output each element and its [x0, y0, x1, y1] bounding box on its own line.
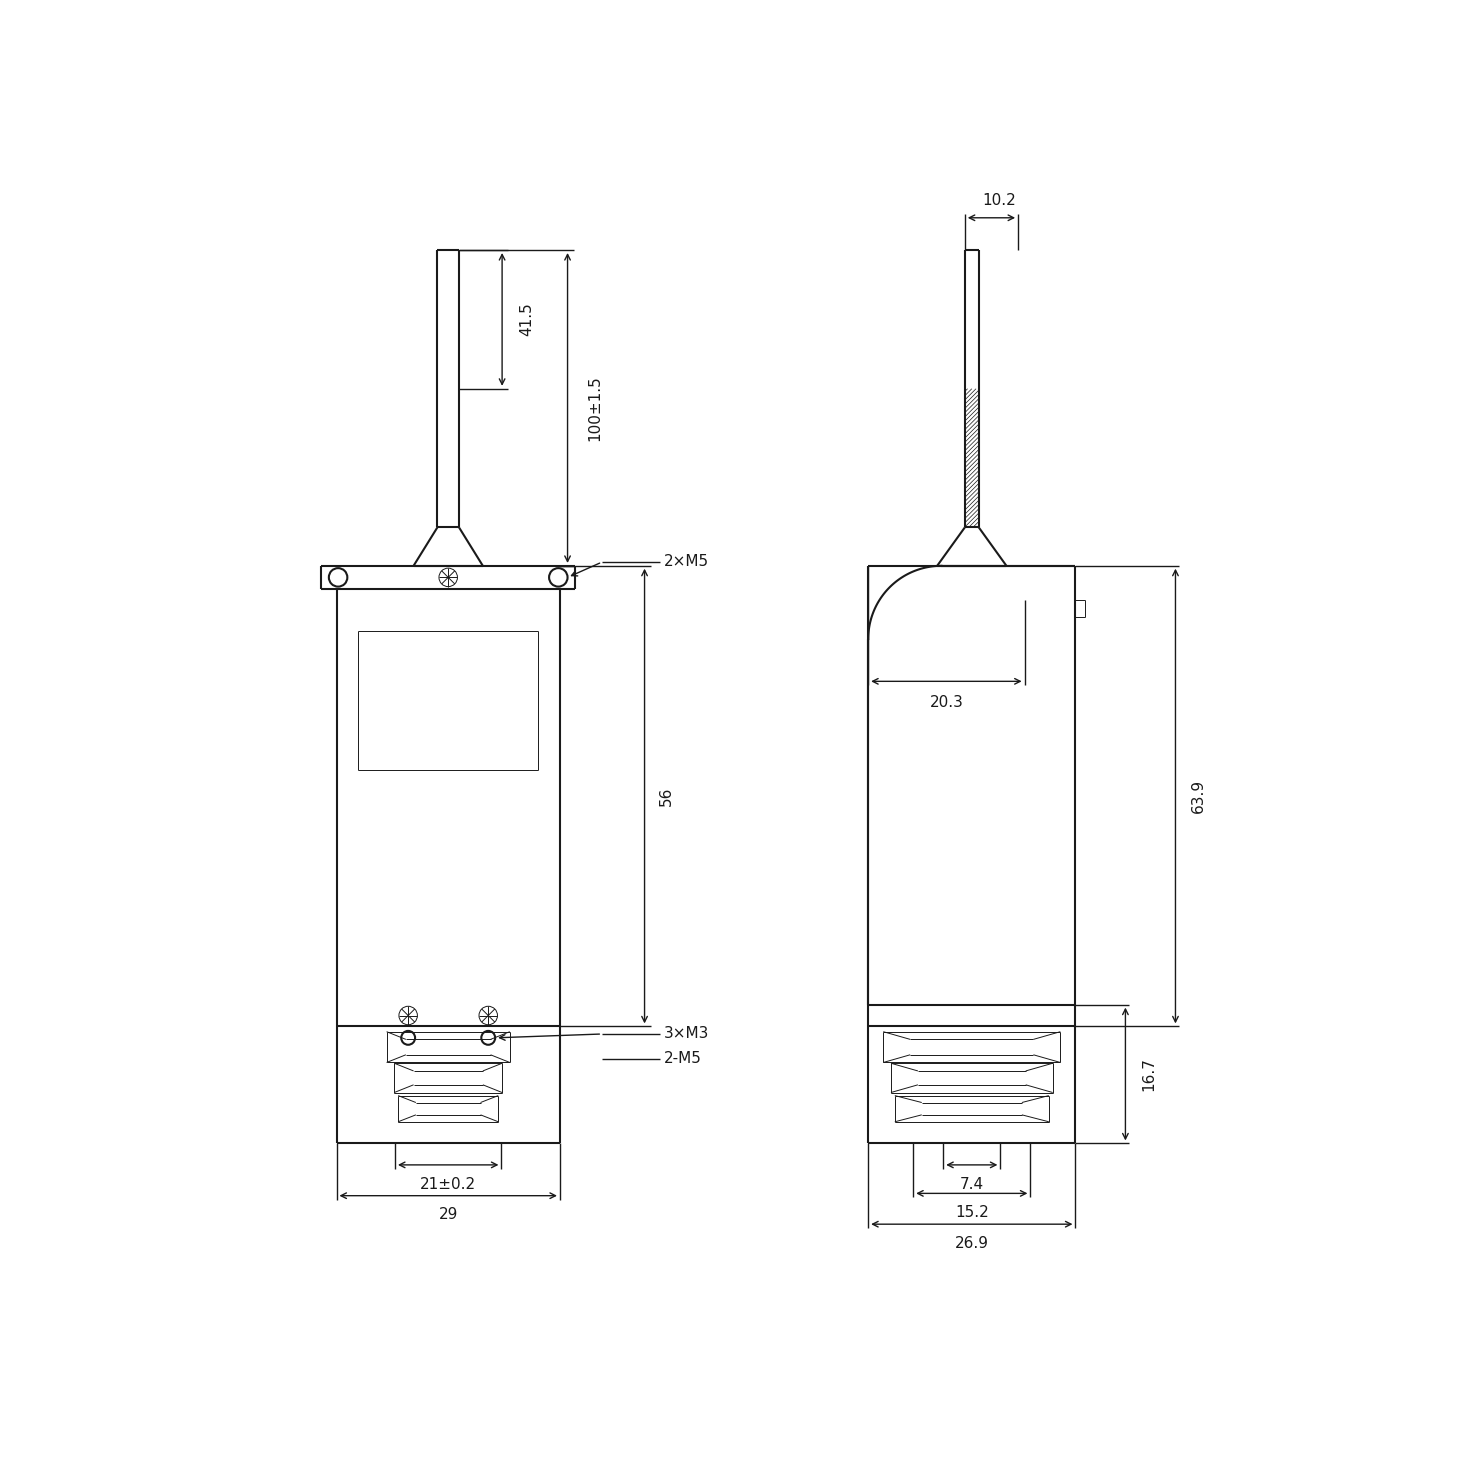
Text: 20.3: 20.3 — [930, 696, 963, 711]
Text: 2×M5: 2×M5 — [664, 554, 709, 570]
Text: 63.9: 63.9 — [1192, 779, 1206, 813]
Text: 26.9: 26.9 — [955, 1235, 988, 1251]
Text: 7.4: 7.4 — [959, 1177, 984, 1192]
Text: 29: 29 — [439, 1208, 458, 1222]
Text: 16.7: 16.7 — [1140, 1057, 1156, 1091]
Text: 100±1.5: 100±1.5 — [588, 376, 602, 442]
Text: 41.5: 41.5 — [519, 303, 534, 336]
Text: 15.2: 15.2 — [955, 1205, 988, 1221]
Text: 56: 56 — [658, 787, 674, 806]
Text: 3×M3: 3×M3 — [664, 1026, 709, 1041]
Text: 10.2: 10.2 — [982, 193, 1016, 209]
Text: 2-M5: 2-M5 — [664, 1051, 702, 1066]
Text: 21±0.2: 21±0.2 — [420, 1177, 477, 1192]
